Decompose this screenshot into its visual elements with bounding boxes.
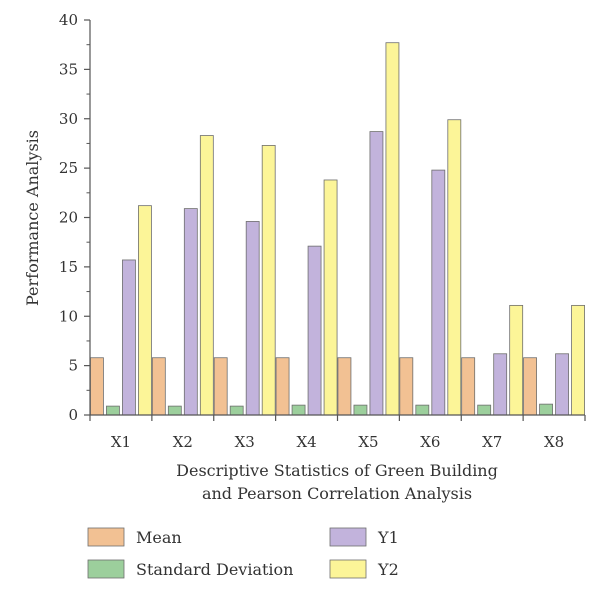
y-tick-label: 25: [59, 159, 78, 177]
x-axis-title-line-1: Descriptive Statistics of Green Building: [176, 461, 498, 480]
bar-x3-y2: [261, 145, 276, 416]
bar-x5-standard-deviation: [353, 404, 368, 416]
y-tick-label: 0: [68, 406, 78, 424]
x-tick-label: X6: [420, 433, 440, 451]
legend-swatch-mean: [87, 527, 125, 547]
y-tick-label: 15: [59, 258, 78, 276]
bar-x8-standard-deviation: [539, 403, 553, 416]
x-axis-title-line-2: and Pearson Correlation Analysis: [202, 484, 472, 503]
x-tick-label: X7: [482, 433, 502, 451]
bar-x6-standard-deviation: [415, 404, 430, 416]
bar-x1-standard-deviation: [106, 405, 120, 416]
x-tick-label: X3: [235, 433, 255, 451]
bar-x8-y1: [555, 353, 569, 416]
bar-x3-standard-deviation: [229, 405, 244, 416]
bar-x6-mean: [399, 357, 414, 416]
bar-x5-y1: [369, 131, 384, 416]
bar-x5-y2: [385, 42, 400, 416]
bar-x4-y1: [307, 245, 322, 416]
bars: [90, 42, 585, 416]
bar-x6-y2: [447, 119, 462, 416]
legend-label-mean: Mean: [136, 528, 182, 547]
bar-x4-standard-deviation: [291, 404, 306, 416]
bar-x2-y2: [199, 135, 214, 416]
y-tick-label: 20: [59, 209, 78, 227]
bar-x3-y1: [245, 221, 260, 416]
bar-x5-mean: [337, 357, 352, 416]
bar-x4-y2: [323, 179, 338, 416]
y-tick-label: 10: [59, 307, 78, 325]
y-tick-label: 40: [59, 11, 78, 29]
x-tick-label: X1: [111, 433, 131, 451]
bar-x1-y2: [138, 205, 152, 416]
legend-swatch-y2: [329, 559, 367, 579]
legend-swatch-y1: [329, 527, 367, 547]
bar-x3-mean: [213, 357, 228, 416]
x-axis-ticks: X1 X2 X3 X4 X5 X6 X7 X8: [89, 415, 586, 451]
x-tick-label: X8: [544, 433, 564, 451]
bar-x8-y2: [571, 304, 585, 416]
x-tick-label: X2: [173, 433, 193, 451]
y-tick-label: 30: [59, 110, 78, 128]
y-tick-label: 35: [59, 60, 78, 78]
bar-x7-mean: [461, 357, 476, 416]
bar-x7-standard-deviation: [477, 404, 492, 416]
legend-label-standard-deviation: Standard Deviation: [136, 560, 293, 579]
legend: Mean Standard Deviation Y1 Y2: [87, 527, 399, 579]
bar-x2-mean: [151, 357, 166, 416]
bar-x2-y1: [183, 208, 198, 416]
legend-label-y2: Y2: [377, 560, 399, 579]
y-tick-label: 5: [68, 357, 78, 375]
legend-label-y1: Y1: [377, 528, 399, 547]
legend-swatch-standard-deviation: [87, 559, 125, 579]
x-tick-label: X5: [358, 433, 378, 451]
x-tick-label: X4: [296, 433, 316, 451]
y-axis-title: Performance Analysis: [23, 130, 42, 306]
bar-x1-mean: [90, 357, 104, 416]
bar-x4-mean: [275, 357, 290, 416]
bar-x7-y1: [493, 353, 508, 416]
bar-x2-standard-deviation: [167, 405, 182, 416]
bar-x6-y1: [431, 169, 446, 416]
bar-x1-y1: [122, 259, 136, 416]
bar-x7-y2: [509, 304, 524, 416]
y-axis-ticks: 0 5 10 15 20 25 30 35 40: [59, 11, 90, 424]
bar-x8-mean: [523, 357, 537, 416]
